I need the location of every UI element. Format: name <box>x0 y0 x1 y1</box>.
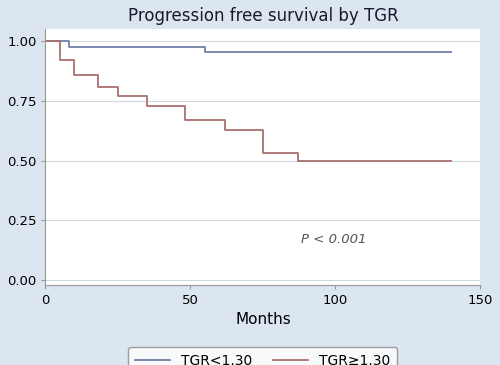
Legend: TGR<1.30, TGR≥1.30: TGR<1.30, TGR≥1.30 <box>128 347 398 365</box>
Title: Progression free survival by TGR: Progression free survival by TGR <box>128 7 398 25</box>
X-axis label: Months: Months <box>235 312 291 327</box>
Text: P < 0.001: P < 0.001 <box>300 233 366 246</box>
